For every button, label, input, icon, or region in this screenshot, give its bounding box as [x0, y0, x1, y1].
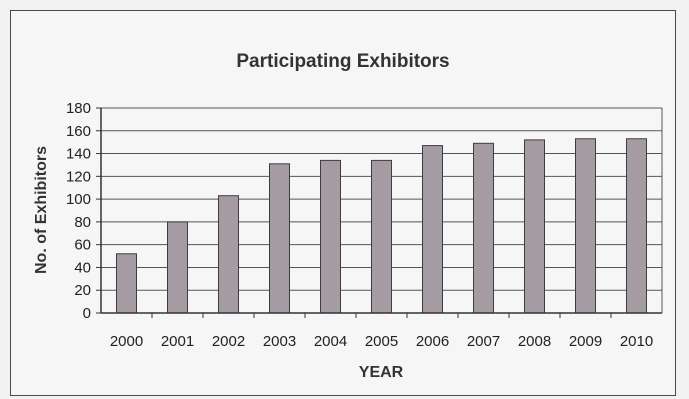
- bar-2002: [218, 195, 239, 314]
- x-tick-label: 2004: [314, 333, 347, 350]
- y-tick-labels: 0 20 40 60 80 100 120 140 160 180: [66, 100, 91, 322]
- x-tick-label: 2002: [212, 333, 245, 350]
- bar-2004: [320, 159, 341, 314]
- y-tick-label: 140: [66, 146, 91, 163]
- bar-2007: [473, 142, 494, 314]
- x-tick-label: 2008: [518, 333, 551, 350]
- y-tick-label: 80: [74, 214, 91, 231]
- bar-2008: [524, 139, 545, 314]
- x-tick-label: 2009: [569, 333, 602, 350]
- x-tick-label: 2001: [161, 333, 194, 350]
- axes: [100, 108, 663, 314]
- x-tick-label: 2006: [416, 333, 449, 350]
- x-axis-title: YEAR: [359, 364, 404, 381]
- x-tick-label: 2000: [110, 333, 143, 350]
- x-tick-label: 2007: [467, 333, 500, 350]
- y-tick-label: 20: [74, 282, 91, 299]
- x-tick-label: 2003: [263, 333, 296, 350]
- bar-2005: [371, 159, 392, 314]
- bar-2006: [422, 145, 443, 314]
- x-tick-label: 2010: [620, 333, 653, 350]
- y-tick-label: 160: [66, 123, 91, 140]
- bar-2001: [167, 221, 188, 314]
- y-axis-title: No. of Exhibitors: [33, 146, 50, 274]
- bar-2003: [269, 163, 290, 314]
- bar-2000: [116, 253, 137, 314]
- y-tick-label: 120: [66, 168, 91, 185]
- chart-title: Participating Exhibitors: [236, 51, 449, 72]
- bar-2009: [575, 138, 596, 314]
- x-tick-labels: 2000 2001 2002 2003 2004 2005 2006 2007 2008 2009…: [110, 333, 653, 350]
- y-tick-label: 180: [66, 100, 91, 117]
- y-tick-label: 40: [74, 259, 91, 276]
- y-tick-label: 0: [83, 305, 91, 322]
- y-tick-label: 100: [66, 191, 91, 208]
- bar-2010: [626, 138, 647, 314]
- y-tick-label: 60: [74, 237, 91, 254]
- x-tick-label: 2005: [365, 333, 398, 350]
